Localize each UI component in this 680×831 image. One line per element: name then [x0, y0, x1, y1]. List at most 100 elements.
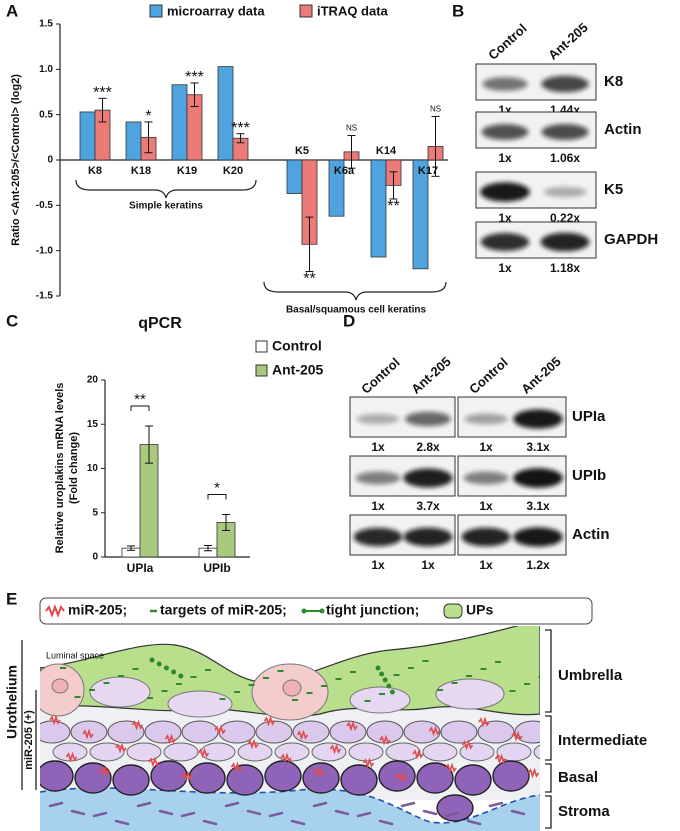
cell	[459, 742, 495, 762]
fiber	[290, 819, 306, 826]
y-tick-label: 20	[87, 375, 99, 386]
legend-swatch	[149, 4, 163, 18]
band	[405, 411, 451, 427]
mir-205	[148, 756, 160, 768]
mir-205	[478, 716, 490, 728]
band	[543, 186, 587, 198]
tight-junction	[156, 661, 162, 667]
legend-item: targets of miR-205;	[160, 602, 287, 618]
mir-205	[395, 771, 408, 783]
band	[541, 75, 589, 93]
cell	[348, 742, 384, 762]
error-bar	[347, 135, 356, 169]
quantity: 1x	[371, 558, 385, 572]
x-tick-label: UPIb	[203, 561, 230, 575]
fiber	[158, 809, 174, 816]
mir-205	[98, 765, 111, 777]
x-tick-label: K14	[376, 145, 397, 157]
error-bar	[127, 545, 135, 551]
legend-icon	[443, 603, 463, 619]
cell	[40, 760, 74, 792]
legend-item: miR-205;	[68, 602, 127, 618]
band	[513, 468, 563, 488]
layer-label: Stroma	[558, 803, 610, 820]
x-tick-label: UPIa	[127, 561, 154, 575]
mir-205	[247, 738, 259, 750]
significance: NS	[430, 105, 441, 114]
fiber	[114, 819, 130, 826]
mir-205	[313, 766, 325, 778]
row-label: K8	[604, 73, 623, 90]
quantity: 1x	[421, 558, 435, 572]
fiber	[180, 811, 196, 818]
panel-label: A	[6, 1, 18, 20]
x-tick-label: K17	[418, 165, 438, 177]
bar	[171, 84, 188, 161]
fiber	[334, 809, 350, 816]
mir-205	[214, 724, 226, 736]
mir-205	[461, 739, 474, 751]
column-header: Ant-205	[518, 354, 563, 397]
cell	[255, 720, 293, 744]
cell	[403, 720, 441, 744]
y-tick-label: 15	[87, 419, 99, 430]
significance: ***	[185, 69, 204, 86]
mir-205	[329, 743, 342, 755]
mir-205	[82, 728, 94, 740]
brace	[263, 281, 447, 301]
mir-205	[494, 753, 507, 765]
quantity: 1x	[498, 151, 512, 165]
tight-junction	[171, 669, 177, 675]
x-tick-label: K8	[88, 165, 102, 177]
mir-205	[296, 729, 309, 741]
mir-205	[164, 733, 177, 745]
legend-icon	[45, 604, 65, 618]
mir-205	[65, 751, 78, 763]
mir-205	[527, 767, 540, 779]
mir-205	[346, 720, 358, 732]
fiber	[136, 801, 152, 808]
fiber	[444, 811, 460, 818]
error-bar	[222, 514, 230, 531]
significance: NS	[346, 124, 357, 133]
error-bar	[190, 82, 199, 108]
cell	[416, 762, 454, 794]
y-tick-label: 1.0	[39, 64, 53, 75]
cell	[107, 720, 145, 744]
quantity: 1x	[371, 440, 385, 454]
panel-label: E	[6, 589, 17, 608]
row-label: UPIa	[572, 408, 606, 425]
bar	[370, 159, 387, 258]
cell	[274, 742, 310, 762]
column-header: Control	[485, 21, 529, 63]
band	[541, 123, 589, 141]
mir-205	[511, 730, 523, 742]
fiber	[356, 811, 372, 818]
band	[461, 527, 511, 547]
band	[356, 413, 400, 425]
band	[403, 468, 453, 488]
cell	[302, 762, 340, 794]
band	[464, 413, 508, 425]
fiber	[510, 809, 526, 816]
panel-label: D	[343, 311, 355, 330]
column-header: Control	[358, 355, 402, 397]
band	[403, 527, 453, 547]
tight-junction	[382, 677, 388, 683]
error-bar	[389, 171, 398, 200]
quantity: 2.8x	[416, 440, 440, 454]
quantity: 1x	[371, 499, 385, 513]
error-bar	[236, 133, 245, 144]
error-bar	[204, 544, 212, 552]
x-tick-label: K19	[177, 165, 197, 177]
legend-item: UPs	[466, 602, 493, 618]
mir-205	[181, 770, 193, 782]
fiber	[224, 801, 240, 808]
y-tick-label: -1.0	[36, 245, 54, 256]
cell	[181, 720, 219, 744]
band	[482, 77, 528, 91]
x-tick-label: K20	[223, 165, 243, 177]
fiber	[246, 809, 262, 816]
bracket	[545, 629, 552, 829]
side-label: miR-205 (+)	[23, 710, 35, 770]
